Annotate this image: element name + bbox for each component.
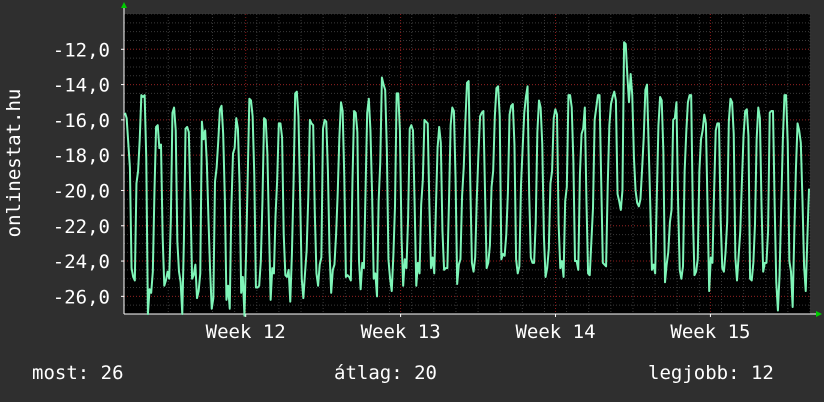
series-line bbox=[124, 41, 810, 317]
y-tick-label: -14,0 bbox=[53, 75, 110, 97]
y-axis-ticks: -12,0 -14,0 -16,0 -18,0 -20,0 -22,0 -24,0 -26,0 bbox=[53, 39, 124, 308]
y-tick-label: -16,0 bbox=[53, 110, 110, 132]
x-tick-label: Week 14 bbox=[515, 321, 595, 343]
x-tick-label: Week 15 bbox=[670, 321, 750, 343]
x-axis-ticks: Week 12 Week 13 Week 14 Week 15 bbox=[206, 314, 750, 343]
y-tick-label: -22,0 bbox=[53, 216, 110, 238]
y-tick-label: -26,0 bbox=[53, 286, 110, 308]
x-tick-label: Week 12 bbox=[206, 321, 286, 343]
y-tick-label: -20,0 bbox=[53, 180, 110, 202]
y-tick-label: -12,0 bbox=[53, 39, 110, 61]
x-tick-label: Week 13 bbox=[361, 321, 441, 343]
x-axis-arrow-icon bbox=[816, 311, 822, 317]
axes bbox=[121, 2, 822, 317]
footer-best: legjobb: 12 bbox=[648, 362, 774, 384]
y-tick-label: -18,0 bbox=[53, 145, 110, 167]
side-label: onlinestat.hu bbox=[3, 89, 25, 238]
footer-current: most: 26 bbox=[32, 362, 124, 384]
y-axis-arrow-icon bbox=[121, 2, 127, 8]
y-tick-label: -24,0 bbox=[53, 251, 110, 273]
footer-average: átlag: 20 bbox=[334, 362, 437, 384]
